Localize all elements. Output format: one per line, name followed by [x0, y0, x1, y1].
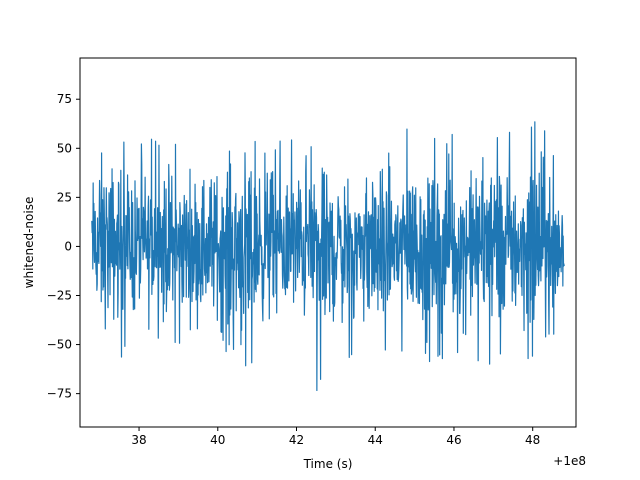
y-tick-label: −25: [47, 288, 72, 302]
y-tick-label: 25: [57, 190, 72, 204]
x-tick-label: 48: [525, 433, 540, 447]
x-axis-label: Time (s): [303, 457, 353, 471]
x-tick-label: 42: [289, 433, 304, 447]
y-tick-label: 50: [57, 141, 72, 155]
y-tick-label: 0: [64, 239, 72, 253]
x-tick-label: 38: [131, 433, 146, 447]
axes-frame: [79, 57, 577, 428]
plot-area: [91, 121, 565, 392]
x-axis-ticks: 38 40 42 44 46 48: [131, 427, 540, 447]
y-tick-label: −50: [47, 338, 72, 352]
y-tick-label: −75: [47, 387, 72, 401]
y-tick-label: 75: [57, 92, 72, 106]
y-axis-label: whitened-noise: [22, 197, 36, 289]
y-axis-ticks: −75 −50 −25 0 25 50 75: [47, 92, 80, 401]
x-axis-offset-label: +1e8: [553, 454, 586, 468]
x-tick-label: 44: [368, 433, 383, 447]
x-tick-label: 40: [210, 433, 225, 447]
x-tick-label: 46: [446, 433, 461, 447]
series-line-0: [91, 121, 565, 392]
